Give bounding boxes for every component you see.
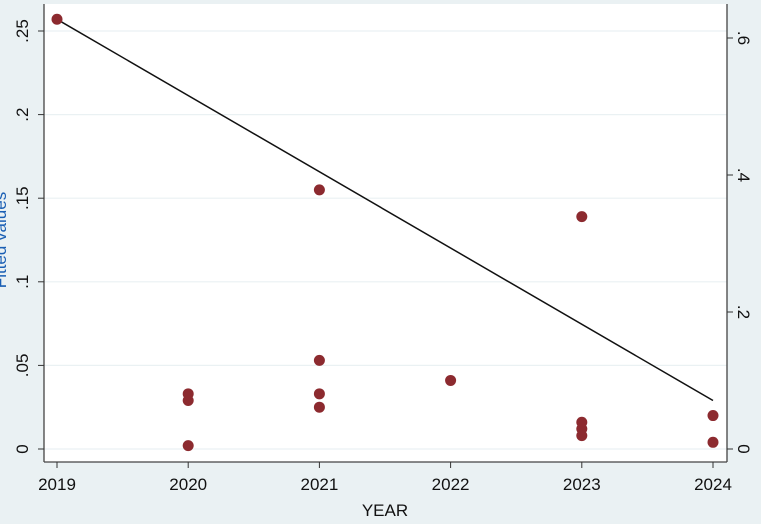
y-right-tick-label: .6 xyxy=(734,31,753,45)
data-point xyxy=(313,388,325,400)
data-point xyxy=(576,430,588,442)
data-point xyxy=(576,211,588,223)
x-tick-label: 2024 xyxy=(694,475,732,494)
x-tick-label: 2023 xyxy=(563,475,601,494)
x-tick-label: 2022 xyxy=(432,475,470,494)
y-left-tick-label: .25 xyxy=(13,19,32,43)
y-right-tick-label: .2 xyxy=(734,305,753,319)
x-tick-label: 2021 xyxy=(300,475,338,494)
fitted-line xyxy=(56,18,714,402)
y-left-tick-label: .2 xyxy=(13,108,32,122)
x-tick-label: 2019 xyxy=(38,475,76,494)
x-axis-label: YEAR xyxy=(362,501,408,520)
data-point xyxy=(707,410,719,422)
plot-area xyxy=(44,4,727,462)
y-left-tick-label: .1 xyxy=(13,275,32,289)
y-axis-label: Fitted values xyxy=(0,192,10,288)
y-right-tick-label: .4 xyxy=(734,168,753,182)
y-left-tick-label: .15 xyxy=(13,186,32,210)
data-point xyxy=(182,440,194,452)
data-point xyxy=(313,401,325,413)
y-left-tick-label: .05 xyxy=(13,354,32,378)
y-right-tick-label: 0 xyxy=(734,444,753,453)
x-tick-label: 2020 xyxy=(169,475,207,494)
data-point xyxy=(182,395,194,407)
data-point xyxy=(313,184,325,196)
y-left-tick-label: 0 xyxy=(13,444,32,453)
data-point xyxy=(707,436,719,448)
data-point xyxy=(445,374,457,386)
data-point xyxy=(313,354,325,366)
data-point xyxy=(51,13,63,25)
